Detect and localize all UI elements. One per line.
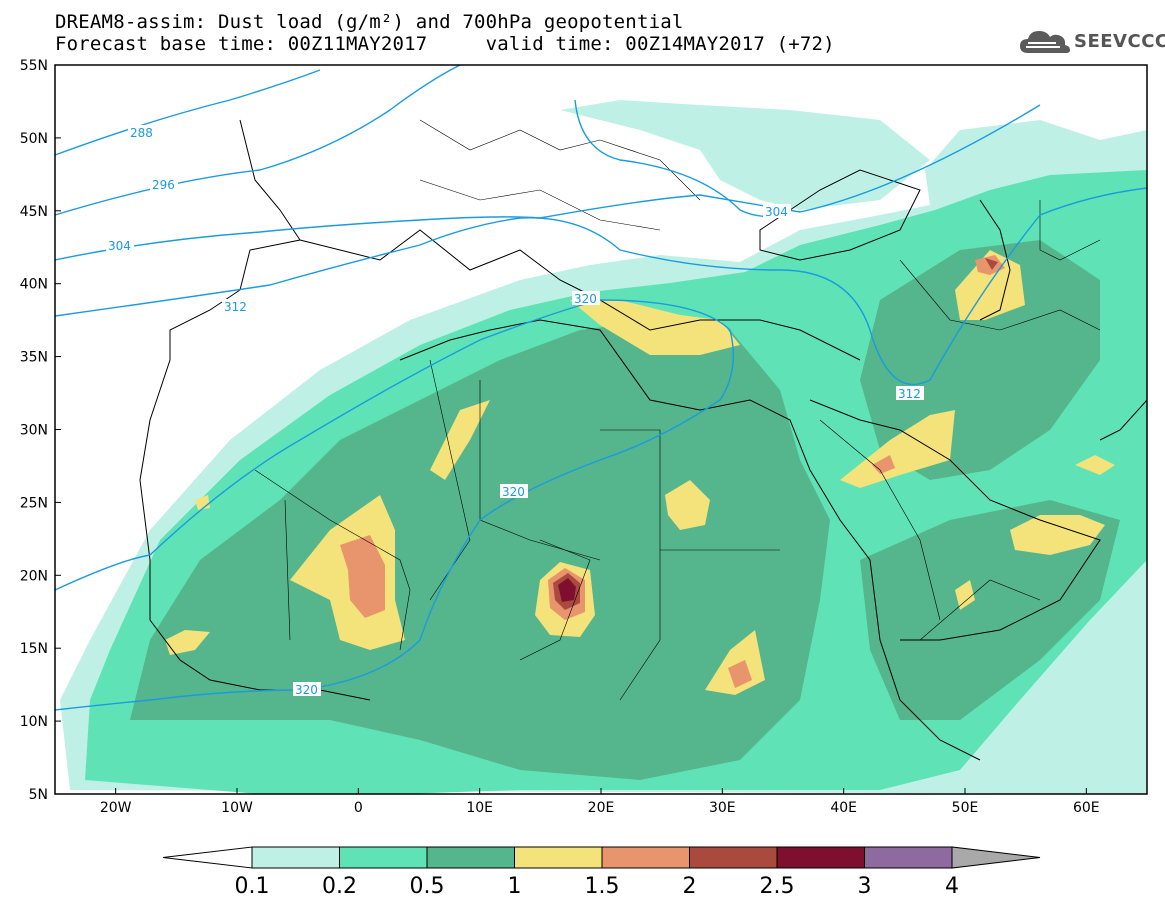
contour-label: 320: [502, 485, 525, 499]
coastline-path: [1099, 399, 1147, 441]
contour-label: 296: [152, 178, 175, 192]
coastline-path: [399, 319, 981, 761]
colorbar-label: 0.5: [410, 874, 445, 899]
border-path: [1039, 200, 1101, 261]
contour-312b: [574, 99, 791, 218]
contour-labels: 288 296 304 312 320 320 320 312 304: [106, 125, 924, 697]
colorbar-label: 1.5: [585, 874, 620, 899]
chart-title: DREAM8-assim: Dust load (g/m²) and 700hP…: [55, 11, 684, 33]
border-path: [819, 419, 941, 621]
colorbar-segment: [864, 846, 953, 869]
coastline-path: [809, 399, 1101, 641]
lon-tick-label: 10W: [221, 800, 253, 816]
lon-tick-label: 20E: [588, 800, 615, 816]
logo-text: SEEVCCC: [1074, 31, 1165, 52]
lat-tick-label: 5N: [29, 787, 48, 803]
contour-label: 304: [765, 205, 788, 219]
contour-label: 320: [295, 683, 318, 697]
border-path: [899, 259, 1101, 331]
dust-level-2.5: [558, 578, 576, 602]
colorbar-low-arrow: [162, 846, 253, 869]
coastline-path: [299, 229, 861, 361]
contour-296: [55, 65, 461, 216]
contour-label: 312: [898, 387, 921, 401]
lon-tick-label: 50E: [952, 800, 979, 816]
border-path: [429, 359, 471, 601]
coastline-path: [139, 119, 371, 701]
lon-tick-label: 40E: [830, 800, 857, 816]
lon-tick-label: 10E: [466, 800, 493, 816]
colorbar-segment: [776, 846, 865, 869]
lat-tick-label: 45N: [20, 204, 48, 220]
cloud-logo-icon: [1020, 31, 1070, 53]
dust-level-1: [165, 250, 1115, 695]
colorbar-segment: [514, 846, 603, 869]
coastline-path: [759, 169, 921, 261]
lat-tick-label: 25N: [20, 495, 48, 511]
lat-tick-label: 40N: [20, 277, 48, 293]
colorbar-segment: [689, 846, 778, 869]
colorbar-segment: [601, 846, 690, 869]
colorbar-label: 4: [945, 874, 959, 899]
border-path: [919, 579, 1041, 641]
borders: [254, 119, 1101, 701]
lat-tick-label: 35N: [20, 350, 48, 366]
contour-label: 320: [574, 292, 597, 306]
contour-label: 288: [130, 126, 153, 140]
coastline-path: [979, 199, 1011, 321]
colorbar-label: 1: [508, 874, 522, 899]
dust-field: [60, 100, 1147, 794]
lat-tick-label: 15N: [20, 641, 48, 657]
lat-tick-label: 20N: [20, 568, 48, 584]
contour-label: 304: [108, 239, 131, 253]
colorbar: 0.1 0.2 0.5 1 1.5 2 2.5 3 4: [162, 846, 1041, 899]
chart-subtitle: Forecast base time: 00Z11MAY2017 valid t…: [55, 33, 835, 55]
lat-tick-label: 10N: [20, 714, 48, 730]
border-path: [619, 550, 661, 701]
colorbar-label: 2.5: [760, 874, 795, 899]
lon-tick-label: 30E: [709, 800, 736, 816]
contour-label: 312: [224, 300, 247, 314]
geopotential-contours: [55, 65, 1147, 711]
coastlines: [139, 119, 1147, 761]
border-path: [284, 499, 291, 641]
lon-axis: 20W 10W 0 10E 20E 30E 40E 50E 60E: [100, 788, 1100, 816]
lat-axis: 55N 50N 45N 40N 35N 30N 25N 20N 15N 10N 5N: [20, 58, 61, 803]
lat-tick-label: 30N: [20, 423, 48, 439]
lat-tick-label: 50N: [20, 131, 48, 147]
lon-tick-label: 60E: [1073, 800, 1100, 816]
colorbar-label: 3: [858, 874, 872, 899]
colorbar-label: 0.1: [235, 874, 270, 899]
colorbar-high-arrow: [951, 846, 1041, 869]
lon-tick-label: 20W: [100, 800, 132, 816]
colorbar-segment: [251, 846, 340, 869]
border-path: [419, 119, 701, 201]
colorbar-label: 0.2: [322, 874, 357, 899]
border-path: [600, 429, 780, 551]
colorbar-segment: [426, 846, 515, 869]
lat-tick-label: 55N: [20, 58, 48, 74]
contour-312: [55, 187, 1147, 385]
colorbar-label: 2: [683, 874, 697, 899]
border-path: [519, 539, 591, 661]
lon-tick-label: 0: [354, 800, 363, 816]
colorbar-segment: [339, 846, 428, 869]
border-path: [254, 469, 411, 651]
contour-288: [55, 69, 321, 156]
border-path: [419, 179, 661, 231]
